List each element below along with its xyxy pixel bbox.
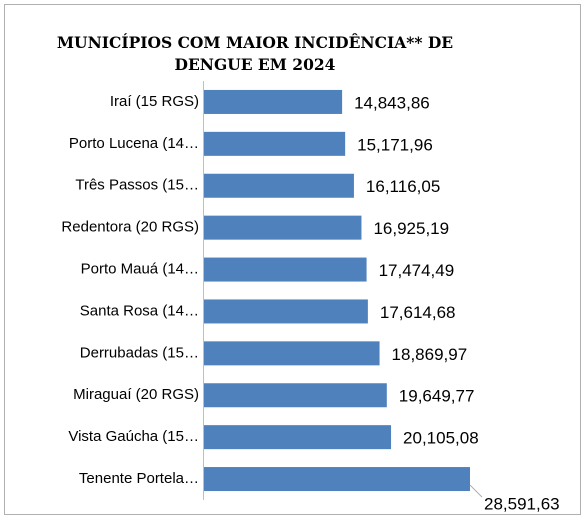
data-label: 17,614,68: [380, 303, 456, 322]
category-label: Tenente Portela…: [79, 470, 199, 487]
bar: [204, 89, 343, 114]
chart-title: MUNICÍPIOS COM MAIOR INCIDÊNCIA** DE: [57, 33, 453, 52]
bar: [204, 425, 392, 450]
bar: [204, 467, 470, 492]
data-label: 19,649,77: [399, 387, 475, 406]
category-label: Porto Mauá (14…: [81, 261, 199, 278]
bar: [204, 215, 362, 240]
leader-line: [469, 484, 483, 498]
category-label: Redentora (20 RGS): [61, 219, 199, 236]
bar: [204, 299, 368, 324]
data-label: 14,843,86: [354, 93, 430, 112]
category-label: Vista Gaúcha (15…: [68, 428, 199, 445]
data-label: 17,474,49: [379, 261, 455, 280]
bar: [204, 383, 387, 408]
data-label: 15,171,96: [357, 135, 433, 154]
category-label: Derrubadas (15…: [80, 344, 199, 361]
data-label: 16,925,19: [373, 219, 449, 238]
bar: [204, 173, 354, 198]
category-label: Santa Rosa (14…: [80, 302, 199, 319]
bar: [204, 131, 346, 156]
data-label: 18,869,97: [392, 345, 468, 364]
category-label: Miraguaí (20 RGS): [73, 386, 199, 403]
bar: [204, 341, 380, 366]
chart-title: DENGUE EM 2024: [175, 55, 336, 74]
data-label: 20,105,08: [403, 429, 479, 448]
bar: [204, 257, 367, 282]
category-label: Iraí (15 RGS): [110, 93, 199, 110]
category-label: Três Passos (15…: [75, 177, 199, 194]
data-label: 28,591,63: [484, 495, 560, 514]
data-label: 16,116,05: [366, 177, 440, 196]
category-label: Porto Lucena (14…: [69, 135, 199, 152]
